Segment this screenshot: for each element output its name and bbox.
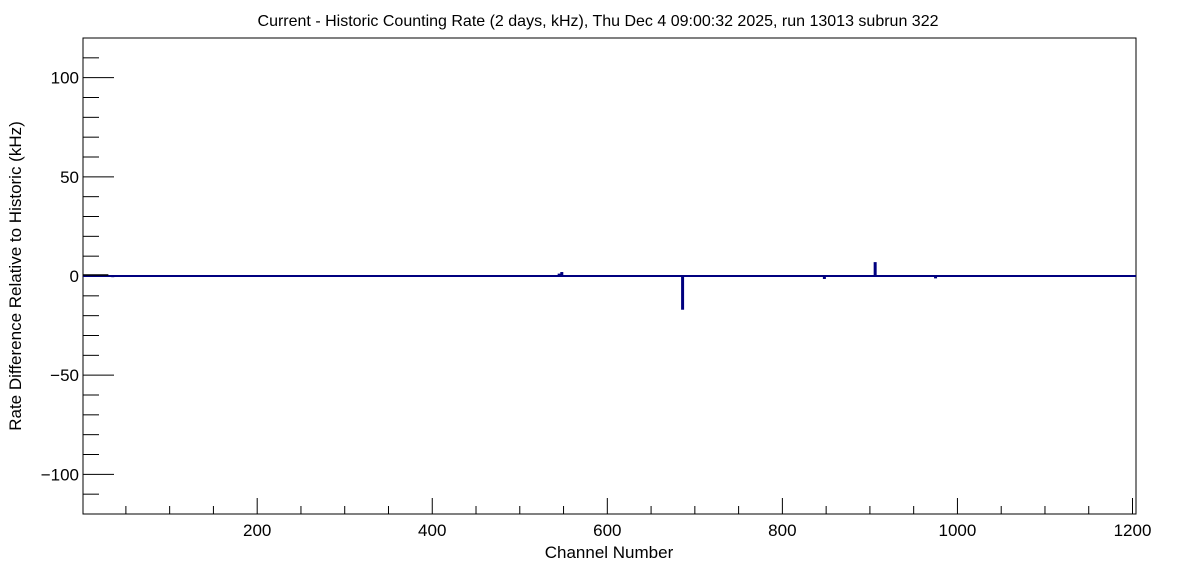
- y-tick-label: 100: [51, 69, 79, 88]
- y-axis: −100 −50 0 50 100: [41, 37, 114, 515]
- y-tick-label: −100: [41, 465, 79, 484]
- x-tick-label: 600: [593, 521, 621, 540]
- x-axis: 200 400 600 800 1000 1200: [125, 498, 1152, 540]
- x-tick-label: 1000: [939, 521, 977, 540]
- x-tick-label: 200: [243, 521, 271, 540]
- y-axis-label: Rate Difference Relative to Historic (kH…: [6, 121, 25, 431]
- y-tick-label: 50: [60, 168, 79, 187]
- x-tick-label: 400: [418, 521, 446, 540]
- x-tick-label: 1200: [1114, 521, 1152, 540]
- x-axis-label: Channel Number: [545, 543, 674, 562]
- x-tick-label: 800: [768, 521, 796, 540]
- data-series: [83, 262, 1136, 310]
- y-tick-label: 0: [70, 267, 79, 286]
- chart-title: Current - Historic Counting Rate (2 days…: [258, 13, 939, 30]
- y-tick-label: −50: [50, 366, 79, 385]
